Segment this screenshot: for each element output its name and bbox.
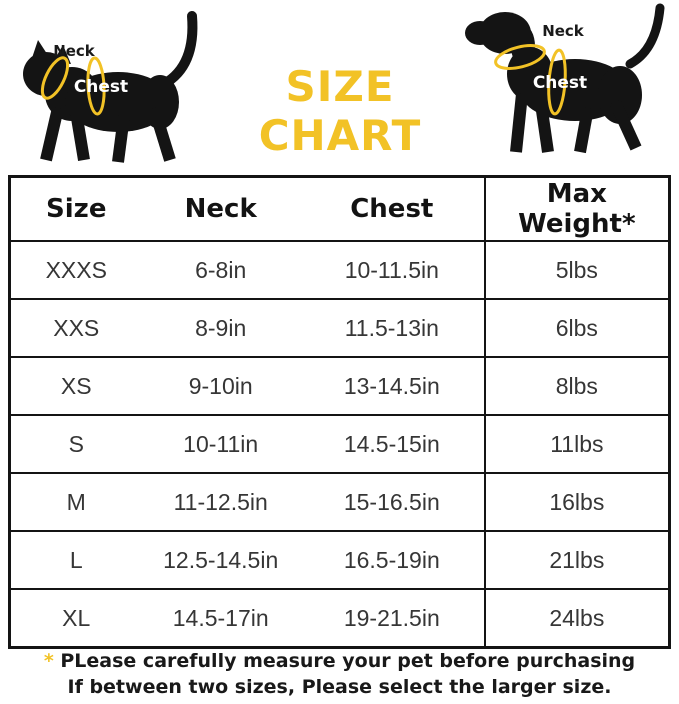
table-cell: XXS — [9, 298, 142, 357]
table-row: XL 14.5-17in 19-21.5in 24lbs — [9, 588, 670, 648]
cat-chest-measure-loop — [86, 56, 106, 116]
column-header-chest: Chest — [350, 194, 434, 224]
table-cell: 5lbs — [483, 240, 670, 299]
table-cell: XXXS — [9, 240, 142, 299]
footer-note: * PLease carefully measure your pet befo… — [0, 648, 679, 700]
table-cell: 14.5-17in — [141, 588, 300, 648]
column-header-max-weight: Max Weight* — [483, 176, 670, 241]
footer-line-1-text: PLease carefully measure your pet before… — [60, 650, 636, 672]
table-cell: 6-8in — [141, 240, 300, 299]
dog-chest-measure-loop — [547, 48, 567, 116]
table-cell: 16lbs — [483, 472, 670, 531]
table-row: XXXS 6-8in 10-11.5in 5lbs — [9, 240, 670, 299]
table-row: XXS 8-9in 11.5-13in 6lbs — [9, 298, 670, 357]
header-row: Size Neck Chest Max Weight* — [10, 176, 670, 241]
table-cell: 14.5-15in — [299, 414, 485, 473]
table-row: M 11-12.5in 15-16.5in 16lbs — [9, 472, 670, 531]
footer-line-2: If between two sizes, Please select the … — [67, 676, 612, 698]
cat-neck-measure-loop — [40, 56, 70, 100]
table-row: XS 9-10in 13-14.5in 8lbs — [9, 356, 670, 415]
table-cell: 12.5-14.5in — [141, 530, 300, 589]
table-row: L 12.5-14.5in 16.5-19in 21lbs — [9, 530, 670, 589]
table-cell: 8-9in — [141, 298, 300, 357]
table-cell: S — [9, 414, 142, 473]
table-cell: XL — [9, 588, 142, 648]
table-cell: 19-21.5in — [299, 588, 485, 648]
table-cell: 24lbs — [483, 588, 670, 648]
column-header-neck: Neck — [184, 194, 257, 224]
column-header-size: Size — [46, 194, 107, 224]
size-table-body: XXXS 6-8in 10-11.5in 5lbs XXS 8-9in 11.5-13in 6… — [9, 240, 670, 648]
table-cell: 10-11.5in — [299, 240, 485, 299]
dog-chest-label: Chest — [533, 73, 587, 93]
table-cell: 11lbs — [483, 414, 670, 473]
table-cell: 11-12.5in — [141, 472, 300, 531]
table-cell: 16.5-19in — [299, 530, 485, 589]
table-cell: 8lbs — [483, 356, 670, 415]
table-cell: 13-14.5in — [299, 356, 485, 415]
dog-silhouette: Neck Chest — [465, 3, 665, 154]
table-cell: 11.5-13in — [299, 298, 485, 357]
cat-tail — [159, 11, 198, 89]
cat-body-shape — [23, 11, 198, 163]
cat-neck-label: Neck — [53, 42, 96, 60]
table-cell: 9-10in — [141, 356, 300, 415]
table-cell: 6lbs — [483, 298, 670, 357]
page-title: SIZE CHART — [258, 62, 422, 160]
dog-neck-label: Neck — [542, 22, 585, 40]
size-table-header: Size Neck Chest Max Weight* — [10, 176, 670, 241]
dog-neck-measure-loop — [494, 44, 546, 70]
footer-line-1: * PLease carefully measure your pet befo… — [0, 648, 679, 674]
cat-chest-label: Chest — [74, 77, 128, 97]
footnote-asterisk: * — [43, 650, 54, 672]
size-table: Size Neck Chest Max Weight* XXXS 6-8in 10-… — [8, 175, 671, 649]
table-cell: XS — [9, 356, 142, 415]
table-cell: L — [9, 530, 142, 589]
table-cell: 15-16.5in — [299, 472, 485, 531]
dog-body-shape — [465, 3, 665, 154]
table-cell: 10-11in — [141, 414, 300, 473]
dog-tail — [625, 3, 665, 69]
cat-silhouette: Neck Chest — [23, 11, 198, 163]
table-row: S 10-11in 14.5-15in 11lbs — [9, 414, 670, 473]
table-cell: M — [9, 472, 142, 531]
table-cell: 21lbs — [483, 530, 670, 589]
